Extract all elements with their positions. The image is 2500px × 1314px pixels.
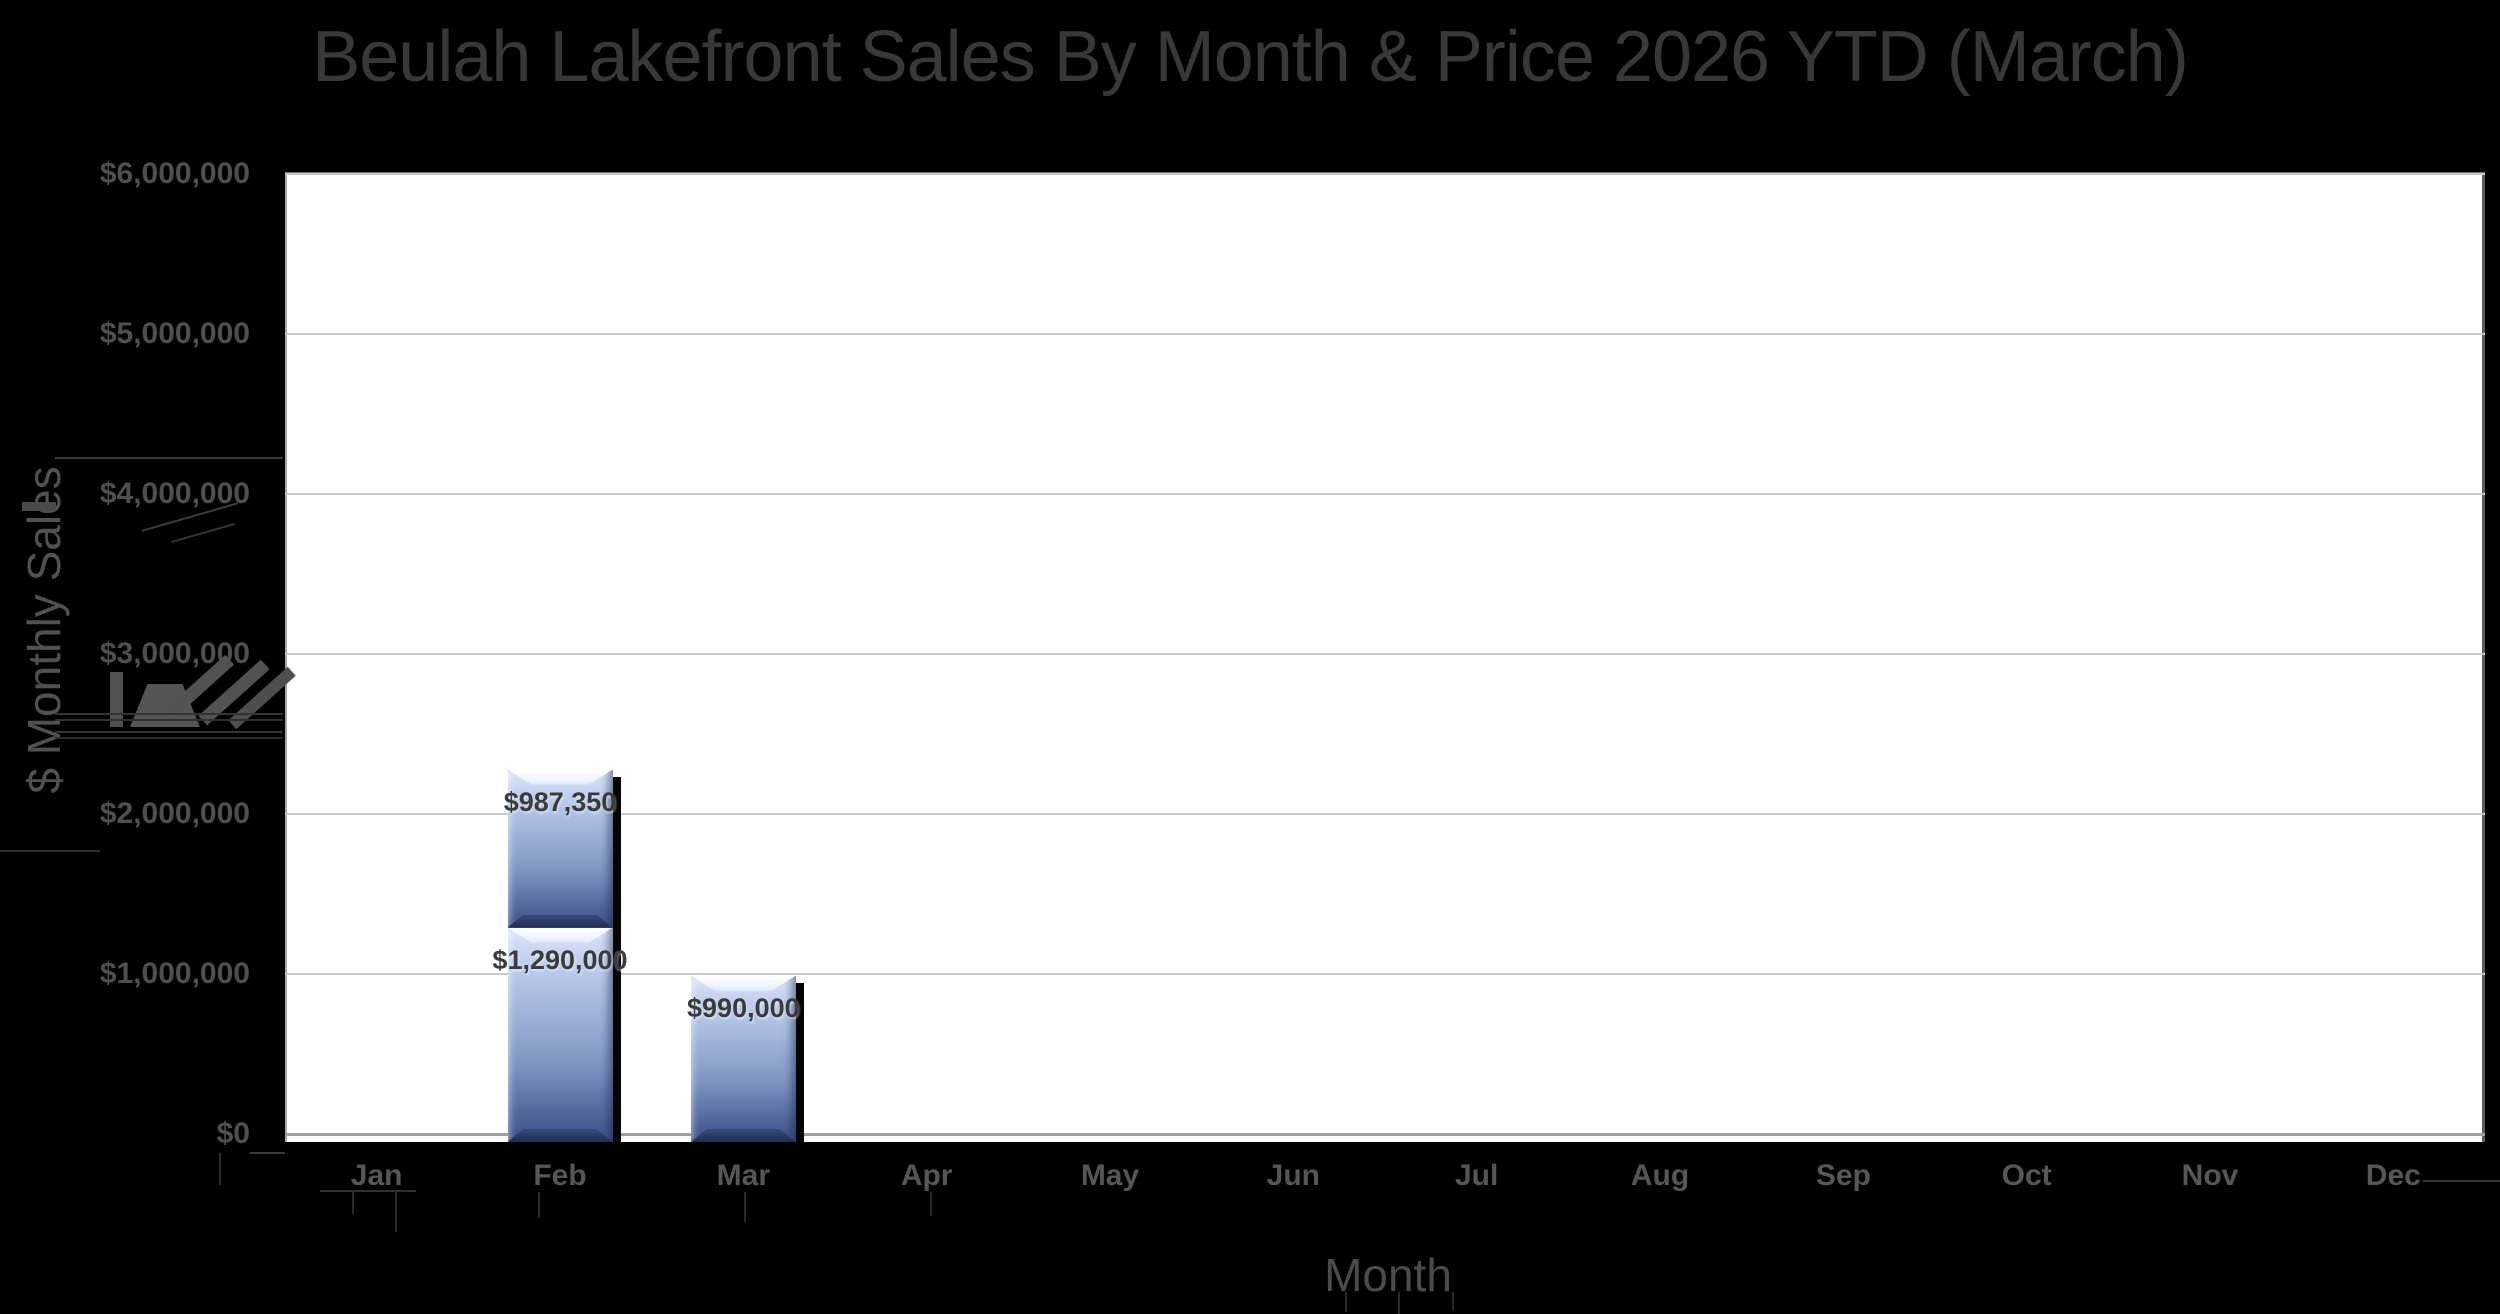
x-tick-label-aug: Aug [1630, 1159, 1690, 1192]
gridline [285, 813, 2485, 815]
x-tick-label-mar: Mar [716, 1159, 771, 1192]
render-artifact [55, 457, 283, 459]
render-artifact [352, 1190, 354, 1214]
x-tick-label-nov: Nov [2181, 1159, 2239, 1192]
x-tick-label-feb: Feb [533, 1159, 587, 1192]
render-artifact [55, 713, 283, 715]
bar-drop-shadow [612, 776, 621, 1142]
render-artifact [130, 684, 200, 727]
render-artifact [250, 1152, 285, 1154]
bar-segment-feb-1 [507, 927, 613, 1142]
x-tick-label-oct: Oct [2001, 1159, 2052, 1192]
bar-label-feb-1: $1,290,000 [492, 944, 628, 975]
x-tick-label-apr: Apr [900, 1159, 953, 1192]
render-artifact [171, 522, 235, 544]
gridline [285, 1133, 2485, 1136]
bar-drop-shadow [795, 982, 804, 1142]
bar-segment-mar-1 [690, 975, 796, 1142]
y-tick-label: $5,000,000 [99, 317, 250, 350]
x-axis-title: Month [1324, 1249, 1452, 1301]
render-artifact [0, 850, 100, 852]
chart-title: Beulah Lakefront Sales By Month & Price … [312, 17, 2189, 97]
y-tick-label: $2,000,000 [99, 797, 250, 830]
gridline [285, 973, 2485, 975]
x-tick-label-jun: Jun [1266, 1159, 1320, 1192]
render-artifact [538, 1192, 540, 1218]
y-tick-label: $6,000,000 [99, 157, 250, 190]
gridline [285, 333, 2485, 335]
render-artifact [55, 737, 283, 739]
render-artifact [2423, 1180, 2500, 1182]
bar-label-feb-2: $987,350 [503, 786, 617, 817]
x-tick-label-jan: Jan [350, 1159, 403, 1192]
y-tick-label: $1,000,000 [99, 957, 250, 990]
render-artifact [395, 1190, 397, 1232]
y-axis-title: $ Monthly Sales [18, 466, 70, 794]
x-tick-label-jul: Jul [1454, 1159, 1499, 1192]
gridline [285, 173, 2485, 175]
render-artifact [219, 1153, 221, 1185]
x-tick-label-may: May [1080, 1159, 1140, 1192]
render-artifact [110, 672, 123, 727]
render-artifact [55, 731, 283, 733]
render-artifact [744, 1192, 746, 1222]
y-tick-label: $3,000,000 [99, 637, 250, 670]
render-artifact [930, 1192, 932, 1216]
gridline [285, 493, 2485, 495]
bar-segment-feb-2 [507, 769, 613, 928]
y-tick-label: $0 [216, 1117, 250, 1150]
bar-label-mar-1: $990,000 [687, 992, 800, 1023]
y-tick-label: $4,000,000 [99, 477, 250, 510]
render-artifact [1452, 1292, 1454, 1310]
x-tick-label-sep: Sep [1815, 1159, 1871, 1192]
render-artifact [55, 719, 283, 721]
gridline [285, 653, 2485, 655]
x-tick-label-dec: Dec [2365, 1159, 2421, 1192]
